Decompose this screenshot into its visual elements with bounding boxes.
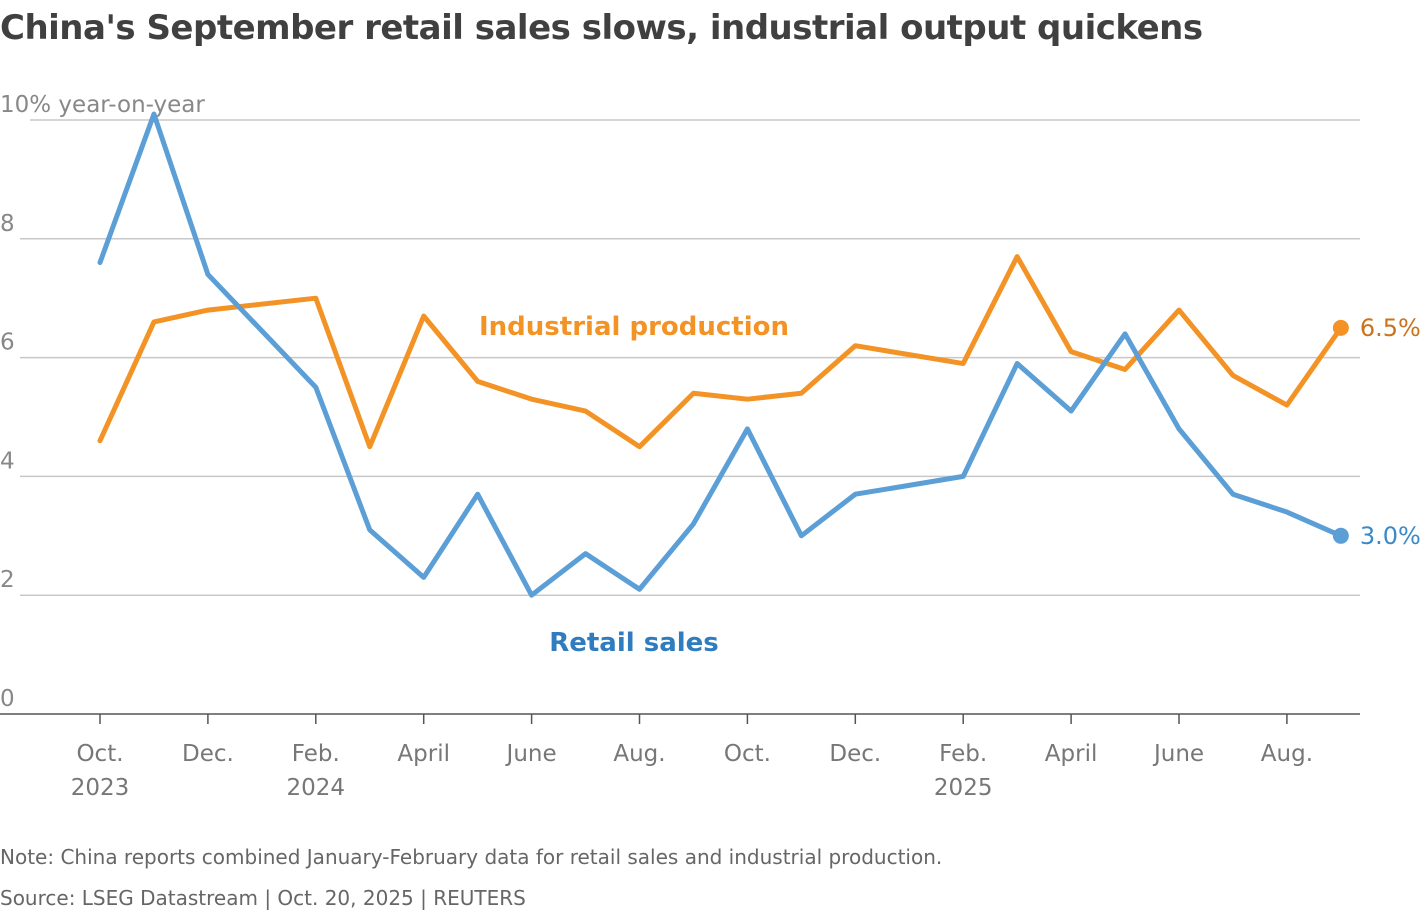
series-label: Retail sales: [549, 628, 719, 658]
end-value-label: 3.0%: [1360, 522, 1420, 550]
y-tick-label: 8: [0, 211, 15, 237]
x-tick-label: April: [397, 741, 450, 767]
series-label: Industrial production: [479, 312, 789, 342]
x-tick-label: June: [1152, 741, 1204, 767]
chart-note: Note: China reports combined January-Feb…: [0, 845, 943, 869]
x-tick-label: Aug.: [613, 741, 665, 767]
series-line-retail-sales: [97, 111, 1344, 598]
x-tick-label: April: [1045, 741, 1098, 767]
chart-title: China's September retail sales slows, in…: [0, 8, 1203, 48]
end-point-marker: [1332, 319, 1349, 336]
y-tick-label: 2: [0, 567, 15, 593]
x-tick-label: June: [505, 741, 557, 767]
end-value-label: 6.5%: [1360, 314, 1420, 342]
y-tick-label: 4: [0, 448, 15, 474]
x-tick-year: 2023: [71, 775, 130, 801]
x-tick-label: Aug.: [1261, 741, 1313, 767]
x-tick-year: 2025: [934, 775, 993, 801]
end-point-marker: [1332, 527, 1349, 544]
y-tick-label: 6: [0, 330, 15, 356]
x-tick-label: Dec.: [829, 741, 881, 767]
x-tick-year: 2024: [287, 775, 346, 801]
y-tick-label: 10% year-on-year: [0, 92, 205, 118]
x-tick-label: Dec.: [182, 741, 234, 767]
y-tick-label: 0: [0, 686, 15, 712]
chart-source: Source: LSEG Datastream | Oct. 20, 2025 …: [0, 886, 526, 910]
series-line-industrial-production: [97, 254, 1344, 450]
x-tick-label: Oct.: [76, 741, 123, 767]
x-tick-label: Feb.: [292, 741, 340, 767]
x-tick-label: Feb.: [939, 741, 987, 767]
x-tick-label: Oct.: [724, 741, 771, 767]
